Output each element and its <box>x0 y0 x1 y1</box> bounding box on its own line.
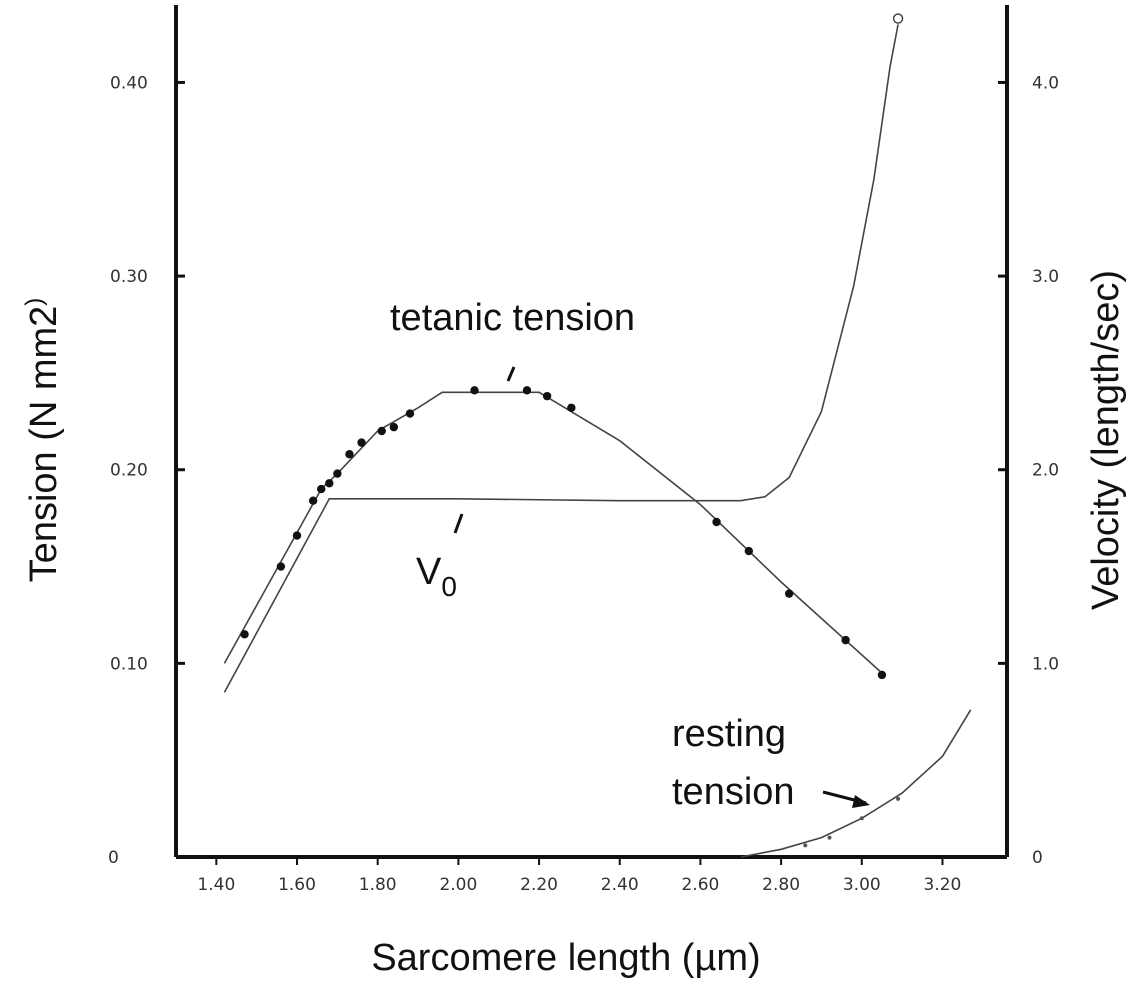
v0-label: V0 <box>416 551 457 602</box>
tetanic-tension-point <box>470 386 479 395</box>
tetanic-tension-point <box>377 426 386 436</box>
tetanic-tension-label: tetanic tension <box>390 297 635 339</box>
tetanic-tension-point <box>325 479 334 488</box>
tetanic-tension-point <box>317 484 326 494</box>
tetanic-tension-point <box>345 450 354 459</box>
y-right-tick-label: 3.0 <box>1032 267 1059 287</box>
axes <box>174 5 1009 859</box>
data-points <box>240 13 904 848</box>
ticks: 1.40 1.60 1.80 2.00 2.20 2.40 2.60 2.80 3.00 3.20… <box>108 73 1059 895</box>
tetanic-tension-point <box>712 517 721 527</box>
y-left-tick-label: 0.10 <box>110 654 148 674</box>
tetanic-tension-line <box>223 391 883 674</box>
v0-line <box>223 24 899 693</box>
tetanic-tension-point <box>405 409 415 418</box>
x-tick-label: 2.00 <box>439 875 477 895</box>
tetanic-tension-point <box>276 562 286 571</box>
y-right-tick-label: 0 <box>1032 848 1043 868</box>
x-tick-label: 2.80 <box>762 875 800 895</box>
x-tick-label: 3.00 <box>843 875 881 895</box>
x-tick-label: 1.60 <box>278 875 316 895</box>
x-tick-label: 2.20 <box>520 875 558 895</box>
x-tick-label: 3.20 <box>924 875 962 895</box>
resting-tension-point <box>859 816 864 821</box>
x-tick-label: 1.80 <box>359 875 397 895</box>
tetanic-tension-point <box>308 496 318 505</box>
y-right-tick-label: 4.0 <box>1032 73 1059 93</box>
resting-tension-point <box>827 835 832 840</box>
x-tick-label: 2.60 <box>681 875 719 895</box>
annotations: tetanic tension V0 resting tension <box>390 297 870 813</box>
y-left-tick-label: 0.20 <box>110 461 148 481</box>
tetanic-tension-point <box>522 386 532 395</box>
y-axis-left-title: Tension (N mm2) <box>21 298 65 583</box>
tetanic-tension-point <box>744 546 754 556</box>
tetanic-tension-point <box>784 589 794 598</box>
x-tick-label: 2.40 <box>601 875 639 895</box>
y-left-tick-label: 0.30 <box>110 267 148 287</box>
resting-tension-arrow <box>822 790 870 808</box>
y-right-tick-label: 1.0 <box>1032 654 1059 674</box>
resting-tension-label-line2: tension <box>672 771 795 813</box>
y-left-tick-label: 0.40 <box>110 73 148 93</box>
v0-point <box>892 13 904 24</box>
resting-tension-label-line1: resting <box>672 713 786 755</box>
tetanic-tension-point <box>240 630 249 639</box>
tetanic-tension-point <box>542 391 552 401</box>
y-left-tick-label: 0 <box>108 848 119 868</box>
y-axis-right-title: Velocity (length/sec) <box>1085 270 1127 610</box>
tetanic-tension-point <box>333 469 342 478</box>
tetanic-tension-point <box>567 403 576 412</box>
resting-tension-point <box>896 796 901 801</box>
y-right-tick-label: 2.0 <box>1032 461 1059 481</box>
curves <box>223 24 972 858</box>
tetanic-tension-point <box>389 422 399 432</box>
v0-pointer <box>453 513 464 534</box>
x-axis-title: Sarcomere length (µm) <box>371 937 760 979</box>
tetanic-tension-point <box>292 531 302 540</box>
tetanic-tension-point <box>841 635 850 645</box>
tetanic-tension-pointer <box>506 366 516 382</box>
x-tick-label: 1.40 <box>197 875 235 895</box>
tetanic-tension-point <box>877 670 887 680</box>
resting-tension-point <box>803 843 808 848</box>
tetanic-tension-point <box>357 438 366 447</box>
